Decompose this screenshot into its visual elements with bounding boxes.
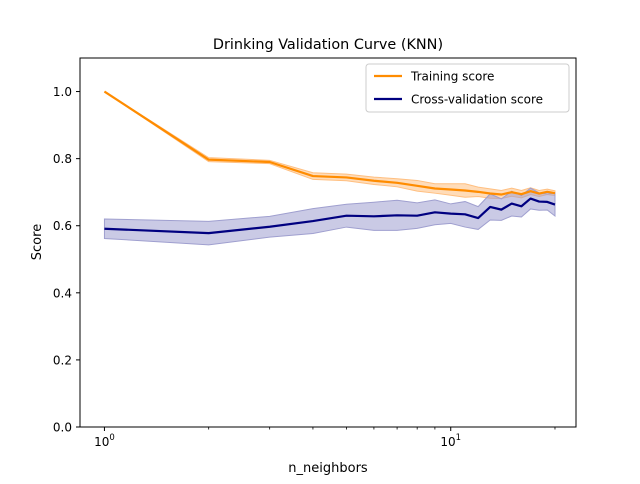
legend-box	[365, 63, 570, 113]
y-tick-label: 0.4	[53, 286, 72, 300]
legend-label-1: Cross-validation score	[411, 93, 543, 107]
x-axis-label: n_neighbors	[288, 461, 368, 476]
series-band-1	[103, 187, 556, 246]
y-tick-label: 0.2	[53, 353, 72, 367]
y-tick-label: 0.8	[53, 152, 72, 166]
y-tick-label: 0.6	[53, 219, 72, 233]
series-line-0	[103, 90, 556, 196]
legend: Training score Cross-validation score	[365, 63, 570, 113]
chart-title: Drinking Validation Curve (KNN)	[213, 37, 443, 53]
y-tick-label: 1.0	[53, 85, 72, 99]
y-axis-label: Score	[30, 224, 45, 260]
legend-label-0: Training score	[410, 70, 494, 84]
y-tick-label: 0.0	[53, 421, 72, 435]
axes-frame	[79, 57, 577, 428]
series-line-1	[104, 197, 556, 235]
